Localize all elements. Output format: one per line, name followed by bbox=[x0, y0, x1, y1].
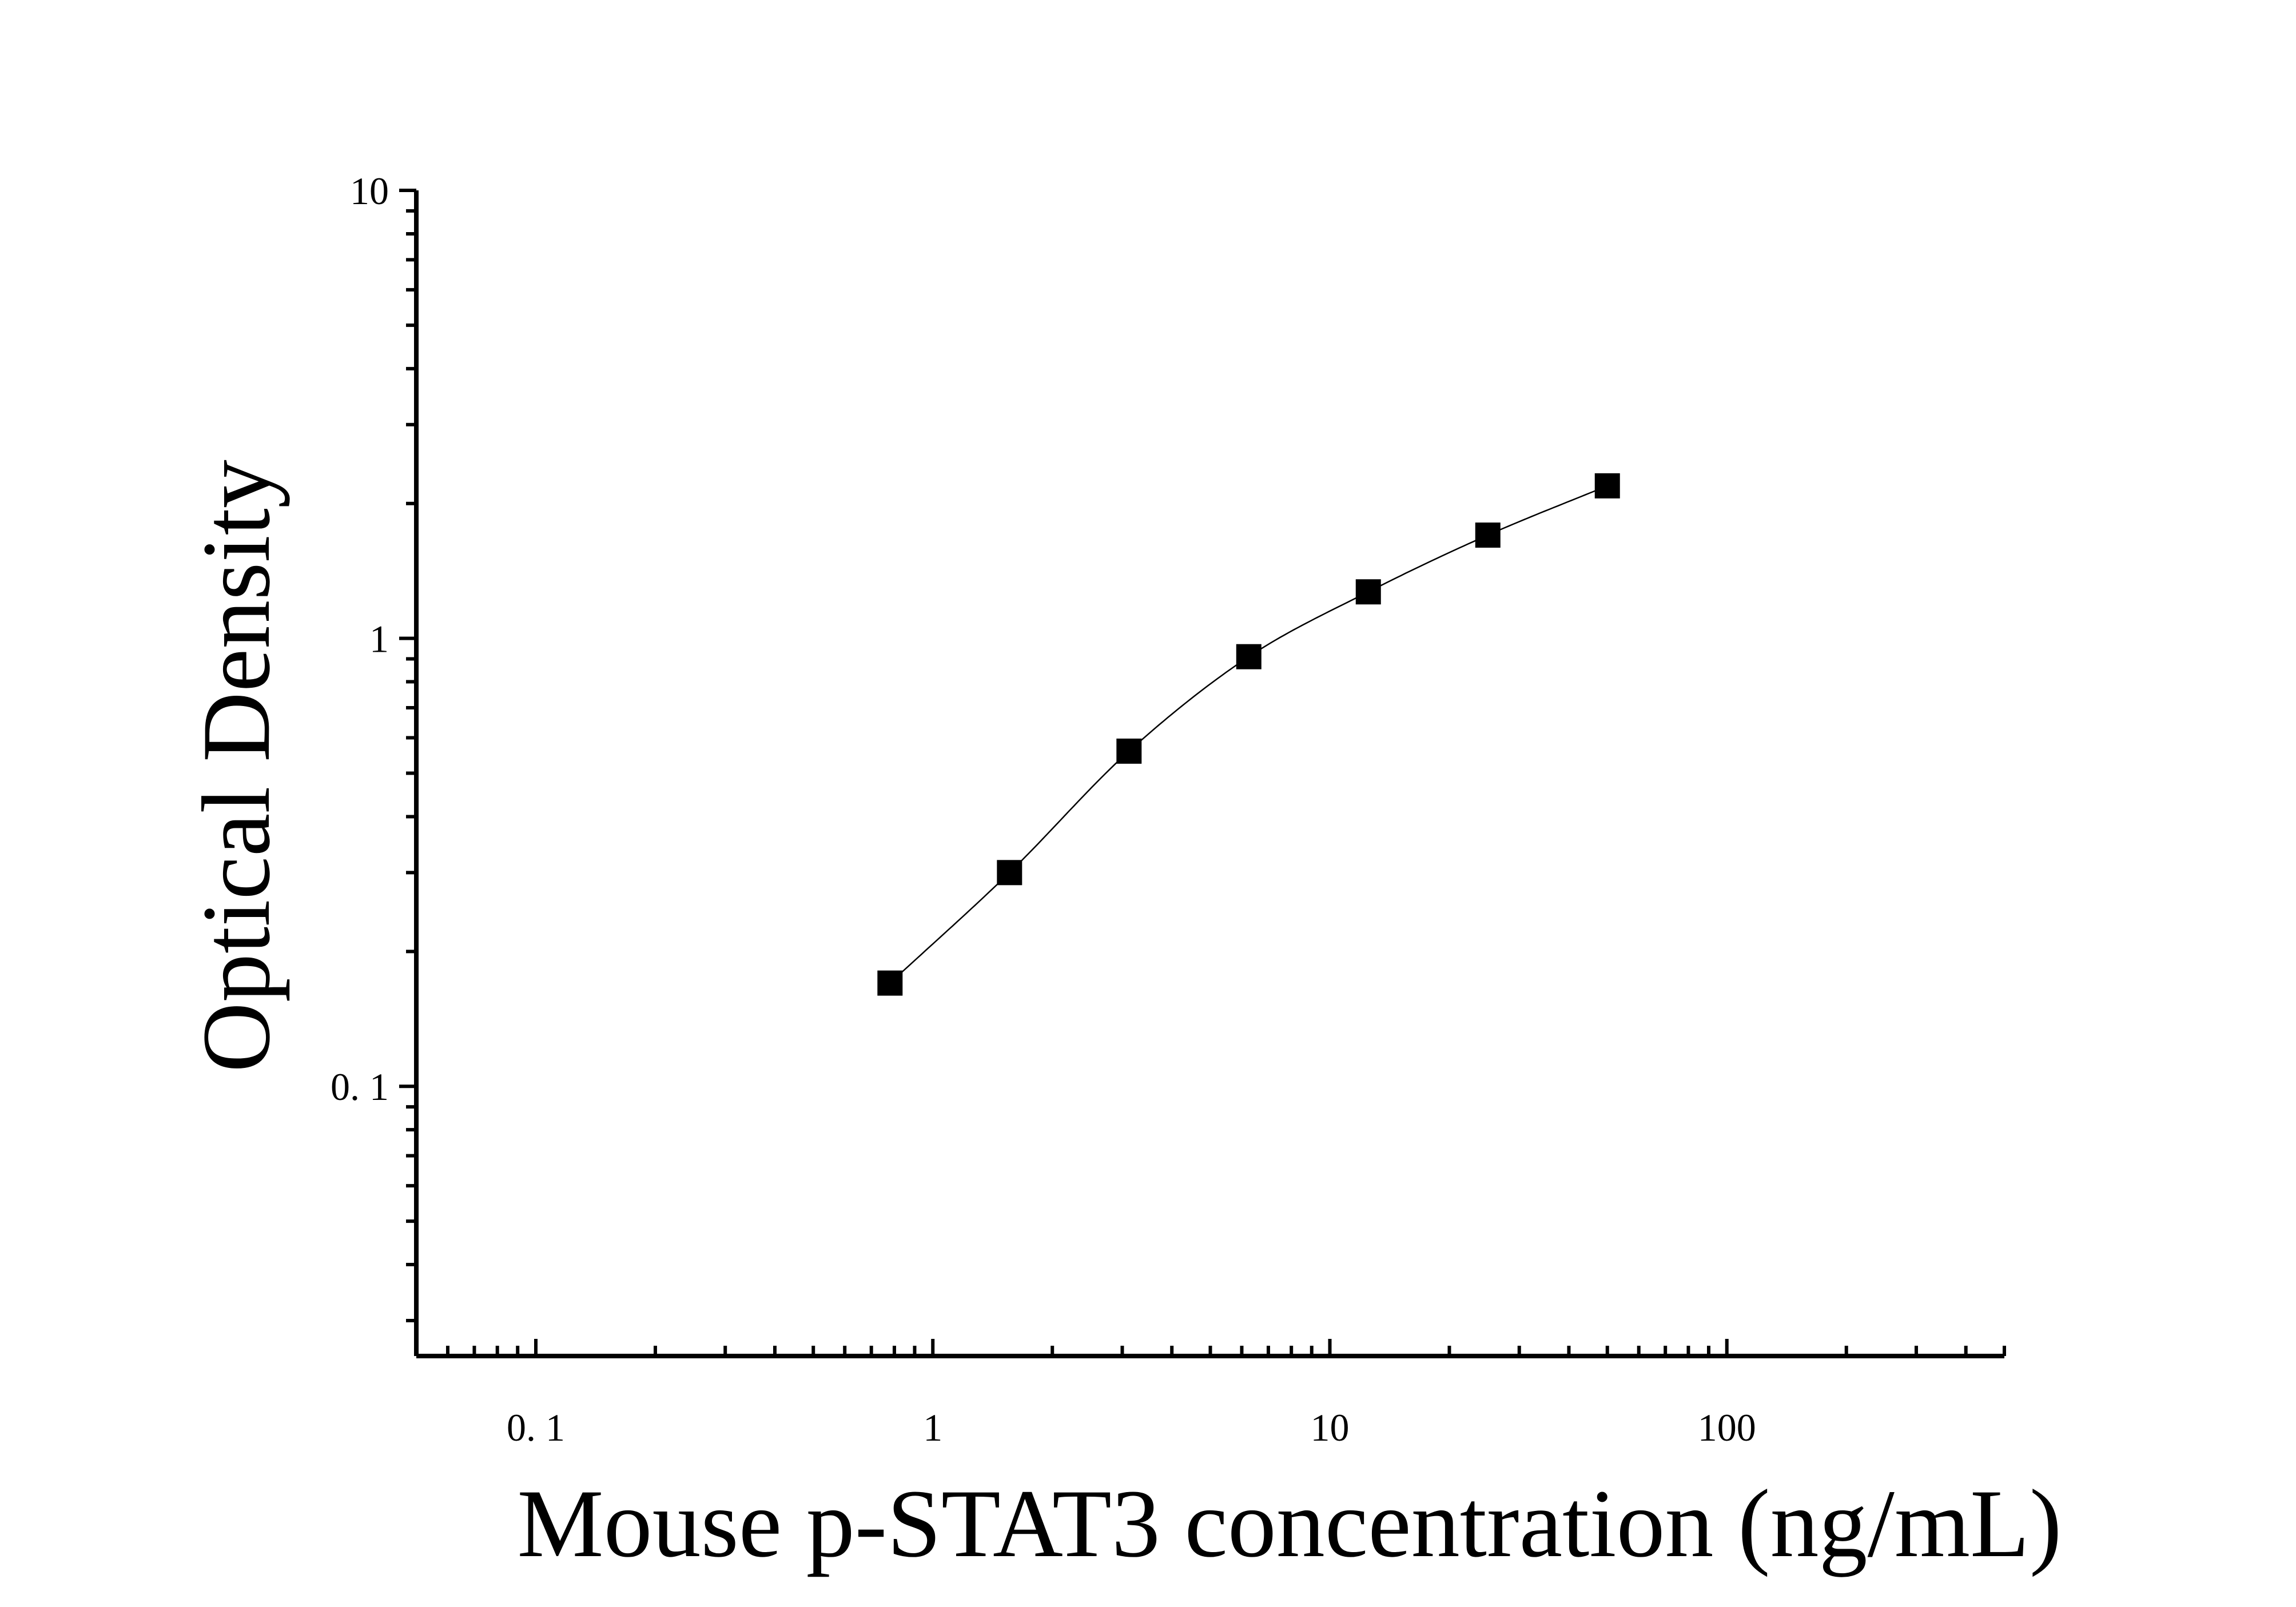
tick-marks bbox=[399, 189, 2006, 1356]
data-markers bbox=[877, 473, 1620, 996]
x-tick-label: 0. 1 bbox=[507, 1406, 565, 1449]
data-point-marker bbox=[1475, 523, 1501, 548]
data-point-marker bbox=[1594, 473, 1620, 499]
tick-labels: 0. 1 1 10 100 0. 1 1 10 bbox=[331, 169, 1756, 1449]
x-tick-label: 100 bbox=[1698, 1406, 1756, 1449]
fit-curve bbox=[889, 485, 1608, 984]
x-axis-title: Mouse p-STAT3 concentration (ng/mL) bbox=[517, 1470, 2062, 1577]
x-tick-label: 1 bbox=[923, 1406, 942, 1449]
y-tick-label: 10 bbox=[350, 169, 389, 213]
data-point-marker bbox=[1236, 644, 1262, 669]
data-point-marker bbox=[877, 970, 903, 996]
y-tick-label: 0. 1 bbox=[331, 1065, 389, 1108]
x-tick-label: 10 bbox=[1310, 1406, 1349, 1449]
data-point-marker bbox=[1116, 738, 1142, 764]
y-tick-label: 1 bbox=[369, 617, 389, 661]
data-point-marker bbox=[997, 860, 1022, 886]
data-point-marker bbox=[1355, 579, 1381, 605]
axes bbox=[414, 190, 2004, 1358]
y-axis-title: Optical Density bbox=[182, 460, 290, 1072]
